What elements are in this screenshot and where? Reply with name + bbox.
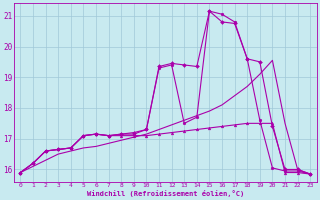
X-axis label: Windchill (Refroidissement éolien,°C): Windchill (Refroidissement éolien,°C) xyxy=(87,190,244,197)
